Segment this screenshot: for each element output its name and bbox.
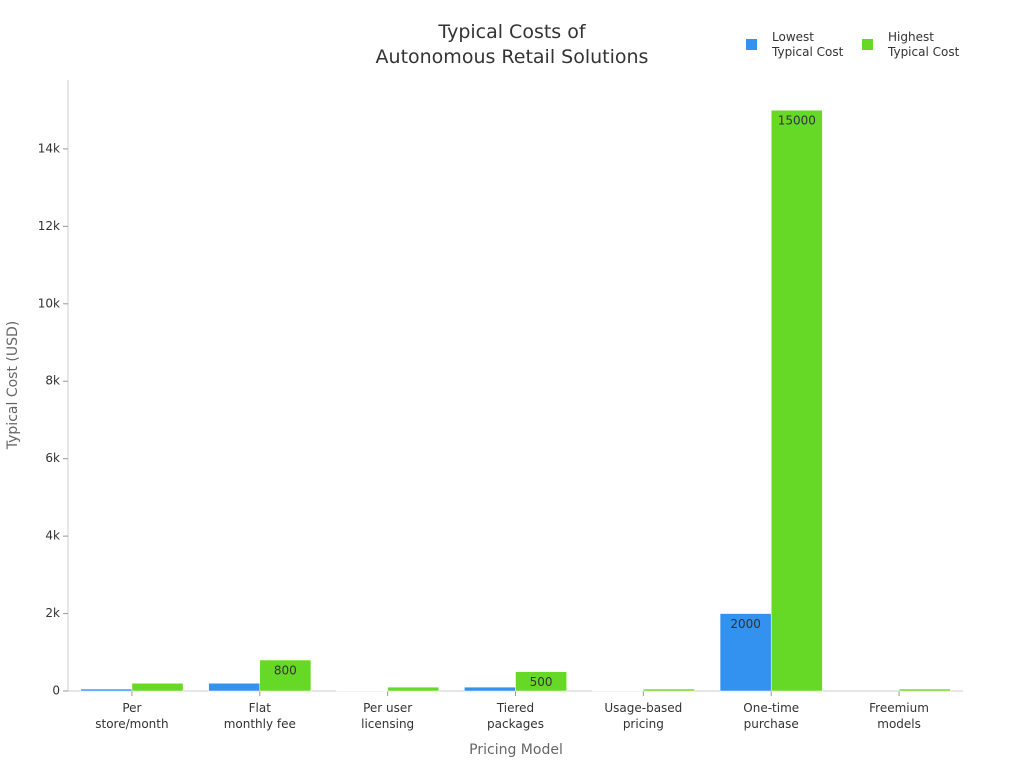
y-tick-label: 6k — [45, 451, 60, 465]
y-axis-label: Typical Cost (USD) — [5, 320, 21, 450]
data-label: 800 — [274, 664, 297, 678]
bar — [387, 686, 440, 692]
data-label: 15000 — [778, 114, 816, 128]
bar — [208, 683, 261, 692]
bar — [898, 688, 951, 692]
bar — [770, 109, 823, 692]
bar — [131, 683, 184, 692]
y-tick-label: 12k — [38, 219, 60, 233]
legend-swatch — [862, 39, 873, 50]
legend-swatch — [746, 39, 757, 50]
x-tick-label: Per user licensing — [361, 701, 415, 731]
data-label: 500 — [530, 675, 553, 689]
bar — [80, 688, 133, 692]
x-tick-label: One-time purchase — [743, 701, 800, 731]
y-tick-label: 10k — [38, 296, 60, 310]
chart-title: Typical Costs of Autonomous Retail Solut… — [375, 21, 649, 68]
x-tick-label: Freemium models — [869, 701, 929, 731]
y-tick-label: 0 — [52, 684, 60, 698]
x-tick-label: Usage-based pricing — [604, 701, 683, 731]
legend-label: Highest Typical Cost — [888, 30, 960, 59]
y-tick-label: 14k — [38, 141, 60, 155]
data-label: 2000 — [730, 617, 761, 631]
x-tick-label: Flat monthly fee — [223, 701, 296, 731]
y-tick-label: 4k — [45, 529, 60, 543]
bar — [719, 613, 772, 692]
legend-label: Lowest Typical Cost — [772, 30, 844, 59]
bar — [643, 688, 695, 692]
bar — [259, 659, 312, 692]
bar — [515, 671, 567, 692]
y-tick-label: 2k — [45, 606, 60, 620]
x-tick-label: Per store/month — [95, 701, 169, 731]
x-tick-label: Tiered packages — [487, 701, 544, 731]
x-axis-label: Pricing Model — [469, 742, 563, 758]
y-tick-label: 8k — [45, 374, 60, 388]
bar — [464, 686, 516, 692]
